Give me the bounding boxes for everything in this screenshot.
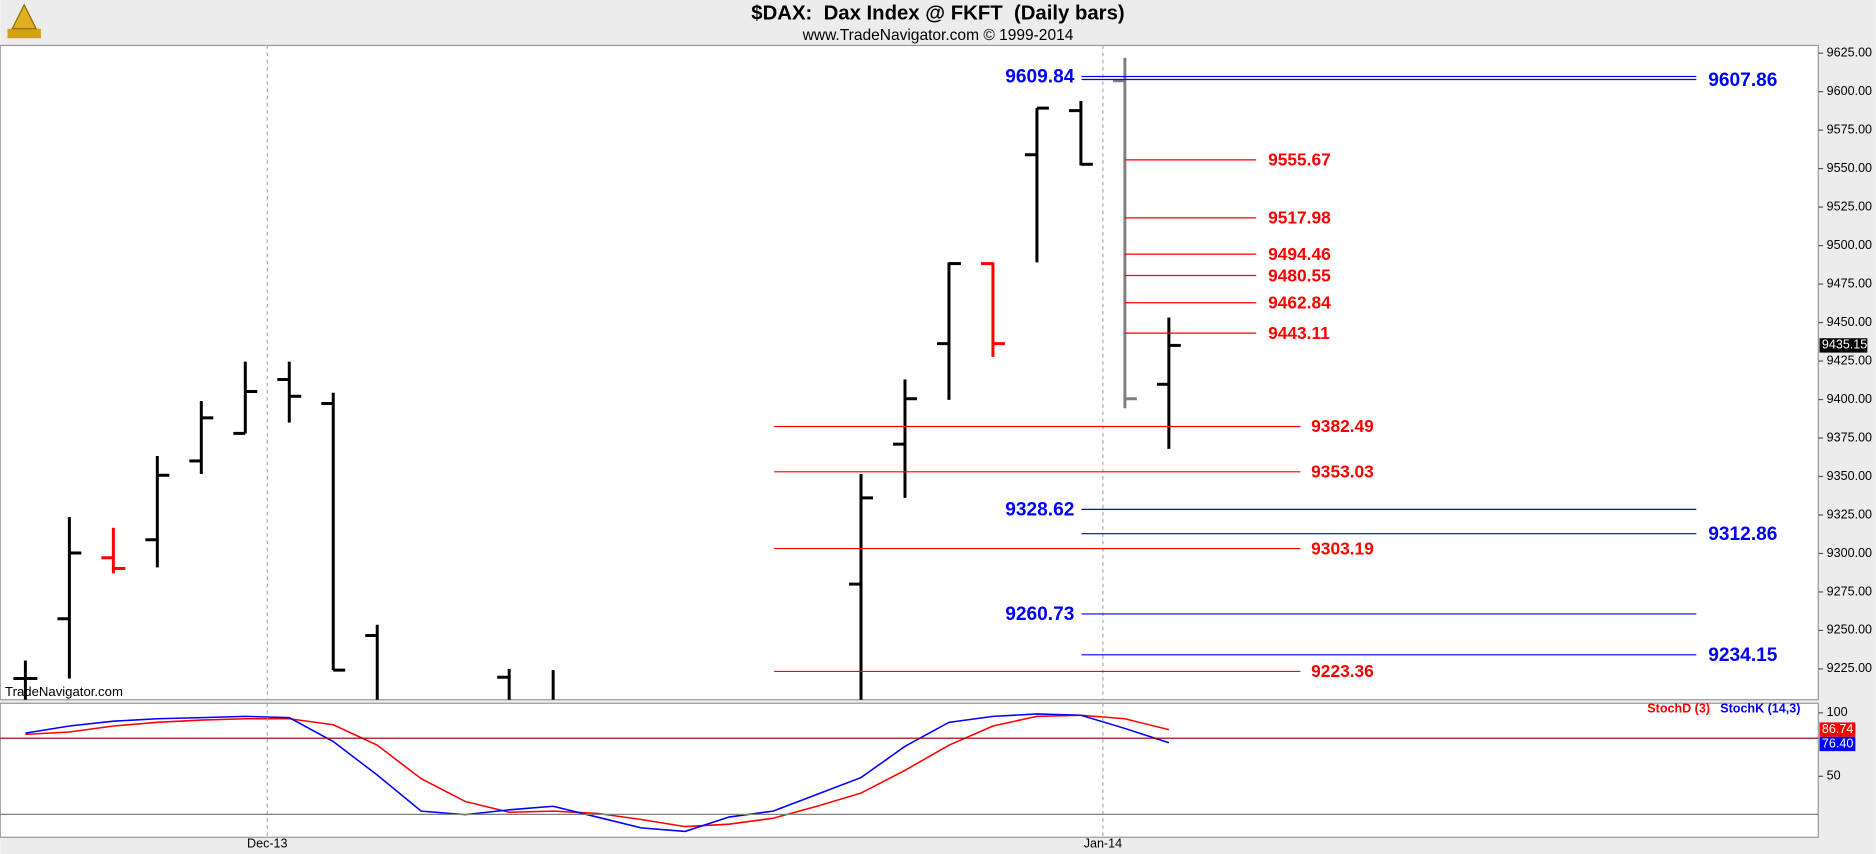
level-label: 9494.46 xyxy=(1268,244,1331,264)
y-tick-label: 9450.00 xyxy=(1827,315,1872,329)
level-label: 9353.03 xyxy=(1311,462,1374,482)
level-label: 9260.73 xyxy=(1005,604,1074,625)
level-label: 9303.19 xyxy=(1311,538,1374,558)
y-tick-label: 9600.00 xyxy=(1827,84,1872,98)
watermark: TradeNavigator.com xyxy=(5,684,123,699)
x-tick-label: Dec-13 xyxy=(247,837,287,851)
y-tick-label: 100 xyxy=(1827,705,1848,719)
y-tick-label: 9275.00 xyxy=(1827,584,1872,598)
level-label: 9462.84 xyxy=(1268,293,1331,313)
last-value-box xyxy=(1819,722,1856,737)
level-label: 9443.11 xyxy=(1268,323,1330,343)
level-label: 9607.86 xyxy=(1708,70,1777,91)
legend-entry: StochD (3) xyxy=(1647,702,1710,716)
level-label: 9223.36 xyxy=(1311,661,1374,681)
level-label: 9517.98 xyxy=(1268,208,1331,228)
y-tick-label: 9575.00 xyxy=(1827,122,1872,136)
level-label: 9328.62 xyxy=(1005,500,1074,521)
stoch-panel xyxy=(0,702,1819,838)
level-label: 9234.15 xyxy=(1708,645,1777,666)
logo-base xyxy=(7,28,41,39)
level-label: 9382.49 xyxy=(1311,416,1374,436)
y-tick-label: 9475.00 xyxy=(1827,276,1872,290)
last-price-label: 9435.15 xyxy=(1822,338,1867,352)
level-label: 9609.84 xyxy=(1005,67,1074,88)
y-tick-label: 50 xyxy=(1827,769,1841,783)
level-label: 9312.86 xyxy=(1708,524,1777,545)
price-panel xyxy=(0,44,1819,701)
logo-shape xyxy=(11,3,38,30)
price-layer xyxy=(13,57,1181,700)
y-tick-label: 9400.00 xyxy=(1827,392,1872,406)
y-tick-label: 9550.00 xyxy=(1827,161,1872,175)
last-value-box xyxy=(1819,736,1856,752)
chart-title: $DAX: Dax Index @ FKFT (Daily bars) xyxy=(751,3,1124,25)
last-price-box xyxy=(1819,338,1868,353)
y-tick-label: 9500.00 xyxy=(1827,238,1872,252)
legend-entry: StochK (14,3) xyxy=(1720,702,1800,716)
logo xyxy=(7,3,41,39)
x-tick-label: Jan-14 xyxy=(1084,837,1122,851)
y-tick-label: 9250.00 xyxy=(1827,623,1872,637)
y-tick-label: 9425.00 xyxy=(1827,353,1872,367)
y-tick-label: 9350.00 xyxy=(1827,469,1872,483)
level-label: 9480.55 xyxy=(1268,265,1331,285)
last-value-label: 86.74 xyxy=(1822,722,1853,736)
stoch-line xyxy=(25,713,1170,833)
stoch-layer xyxy=(25,713,1170,833)
y-tick-label: 9625.00 xyxy=(1827,45,1872,59)
last-value-label: 76.40 xyxy=(1822,736,1853,750)
y-tick-label: 9375.00 xyxy=(1827,430,1872,444)
chart-subtitle: www.TradeNavigator.com © 1999-2014 xyxy=(802,27,1074,44)
level-label: 9555.67 xyxy=(1268,150,1331,170)
y-tick-label: 9225.00 xyxy=(1827,661,1872,675)
y-tick-label: 9300.00 xyxy=(1827,546,1872,560)
y-tick-label: 9525.00 xyxy=(1827,199,1872,213)
stoch-line xyxy=(25,714,1170,828)
y-tick-label: 9325.00 xyxy=(1827,507,1872,521)
